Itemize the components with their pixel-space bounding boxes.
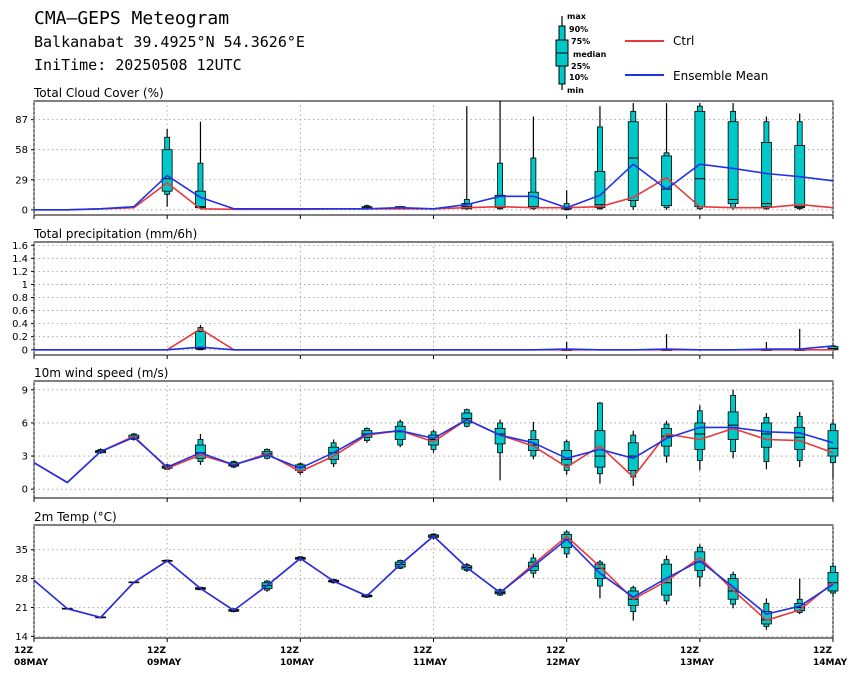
legend-p10-label: 10% bbox=[569, 73, 588, 82]
boxplot-inner-box bbox=[161, 149, 173, 192]
boxplot-inner-box bbox=[461, 412, 473, 424]
boxplot-inner-box bbox=[727, 121, 739, 204]
x-tick-hour: 12Z bbox=[413, 646, 433, 656]
y-tick-label: 3 bbox=[22, 452, 28, 463]
x-tick-hour: 12Z bbox=[147, 646, 167, 656]
x-tick-date: 13MAY bbox=[680, 658, 715, 668]
x-tick-hour: 12Z bbox=[280, 646, 300, 656]
y-tick-label: 1.6 bbox=[12, 241, 28, 252]
boxplot-20 bbox=[694, 103, 706, 210]
boxplot-inner-box bbox=[394, 425, 406, 440]
meteogram-title: CMA—GEPS Meteogram bbox=[34, 8, 229, 29]
x-tick-date: 11MAY bbox=[413, 658, 448, 668]
y-tick-label: 1 bbox=[22, 280, 28, 291]
legend-min-label: min bbox=[567, 86, 584, 95]
boxplot-24 bbox=[827, 419, 839, 479]
panel-cloud-title: Total Cloud Cover (%) bbox=[33, 86, 164, 100]
legend-boxplot-icon bbox=[555, 16, 569, 90]
x-tick-hour: 12Z bbox=[813, 646, 833, 656]
boxplot-inner-box bbox=[727, 411, 739, 440]
boxplot-20 bbox=[694, 405, 706, 471]
y-tick-label: 0.8 bbox=[12, 293, 28, 304]
boxplot-inner-box bbox=[694, 422, 706, 450]
panel-wind-title: 10m wind speed (m/s) bbox=[34, 366, 168, 380]
y-tick-label: 6 bbox=[22, 418, 28, 429]
boxplot-inner-box bbox=[494, 194, 506, 209]
x-axis: 12Z 08MAY 12Z 09MAY 12Z 10MAY 12Z 11MAY … bbox=[14, 646, 848, 668]
y-tick-label: 21 bbox=[15, 603, 28, 614]
legend: max 90% 75% median 25% 10% min Ctrl Ense… bbox=[555, 12, 768, 95]
boxplot-inner-box bbox=[527, 191, 539, 209]
y-tick-label: 0.4 bbox=[12, 319, 28, 330]
ensemble-mean-series-line bbox=[33, 535, 834, 619]
ensemble-mean-series-line bbox=[33, 418, 834, 484]
x-tick-hour: 12Z bbox=[546, 646, 566, 656]
panel-3: 14 21 28 35 bbox=[15, 524, 839, 643]
legend-ctrl-label: Ctrl bbox=[673, 34, 694, 48]
boxplot-18 bbox=[627, 103, 639, 210]
legend-p90-label: 90% bbox=[569, 25, 588, 34]
legend-median-label: median bbox=[573, 50, 607, 59]
y-tick-label: 1.4 bbox=[12, 254, 28, 265]
boxplot-4 bbox=[161, 128, 173, 207]
y-tick-label: 58 bbox=[15, 145, 28, 156]
boxplot-inner-box bbox=[794, 426, 806, 450]
legend-mean-label: Ensemble Mean bbox=[673, 69, 768, 83]
panel-1: 0 0.2 0.4 0.6 0.8 1 1.2 1.4 1.6 bbox=[12, 241, 839, 359]
legend-p75-label: 75% bbox=[571, 37, 590, 46]
y-tick-label: 0 bbox=[22, 205, 28, 216]
panels: 0 29 58 87 0 0.2 0.4 0.6 0.8 1 1.2 1.4 1.6 0 3 6 9 14 21 28… bbox=[12, 100, 839, 643]
boxplot-21 bbox=[727, 389, 739, 459]
boxplot-inner-box bbox=[661, 563, 672, 596]
ctrl-series-line bbox=[33, 418, 834, 484]
ensemble-mean-series-line bbox=[34, 345, 834, 351]
panel-0: 0 29 58 87 bbox=[15, 100, 834, 219]
boxplot-inner-box bbox=[827, 572, 839, 592]
x-tick-date: 08MAY bbox=[14, 658, 49, 668]
boxplot-inner-box bbox=[694, 110, 706, 208]
y-tick-label: 87 bbox=[15, 115, 28, 126]
boxplot-inner-box bbox=[627, 121, 639, 201]
boxplot-inner-box bbox=[195, 331, 206, 350]
boxplot-13 bbox=[461, 408, 473, 428]
x-tick-date: 14MAY bbox=[813, 658, 848, 668]
y-tick-label: 0 bbox=[22, 485, 28, 496]
legend-p25-label: 25% bbox=[571, 62, 590, 71]
boxplot-23 bbox=[794, 411, 806, 468]
x-tick-date: 09MAY bbox=[147, 658, 182, 668]
x-tick-date: 12MAY bbox=[546, 658, 581, 668]
location-label: Balkanabat 39.4925°N 54.3626°E bbox=[34, 33, 305, 51]
boxplot-inner-box bbox=[827, 430, 839, 457]
boxplot-inner-box bbox=[461, 203, 473, 210]
boxplot-15 bbox=[527, 116, 539, 210]
panel-temp-title: 2m Temp (°C) bbox=[34, 510, 117, 524]
boxplot-outer-box bbox=[530, 157, 537, 210]
legend-max-label: max bbox=[567, 12, 587, 21]
boxplot-inner-box bbox=[761, 611, 772, 625]
y-tick-label: 14 bbox=[15, 632, 28, 643]
panel-2: 0 3 6 9 bbox=[22, 380, 839, 502]
boxplot-inner-box bbox=[594, 171, 606, 209]
boxplot-inner-box bbox=[727, 578, 739, 600]
x-tick-hour: 12Z bbox=[680, 646, 700, 656]
y-tick-label: 9 bbox=[22, 385, 28, 396]
x-tick-hour: 12Z bbox=[14, 646, 34, 656]
y-tick-label: 0.2 bbox=[12, 332, 28, 343]
y-tick-label: 1.2 bbox=[12, 267, 28, 278]
y-tick-label: 29 bbox=[15, 175, 28, 186]
y-tick-label: 35 bbox=[15, 545, 28, 556]
y-tick-label: 28 bbox=[15, 574, 28, 585]
boxplot-outer-box bbox=[597, 126, 603, 210]
boxplot-inner-box bbox=[195, 444, 206, 459]
y-tick-label: 0.6 bbox=[12, 306, 28, 317]
y-tick-label: 0 bbox=[22, 345, 28, 356]
boxplot-outer-box bbox=[497, 162, 503, 210]
panel-precip-title: Total precipitation (mm/6h) bbox=[33, 227, 197, 241]
boxplot-14 bbox=[494, 101, 506, 210]
boxplot-inner-box bbox=[761, 422, 772, 448]
x-tick-date: 10MAY bbox=[280, 658, 315, 668]
ensemble-mean-series-line bbox=[34, 163, 834, 211]
init-time-label: IniTime: 20250508 12UTC bbox=[34, 56, 242, 74]
